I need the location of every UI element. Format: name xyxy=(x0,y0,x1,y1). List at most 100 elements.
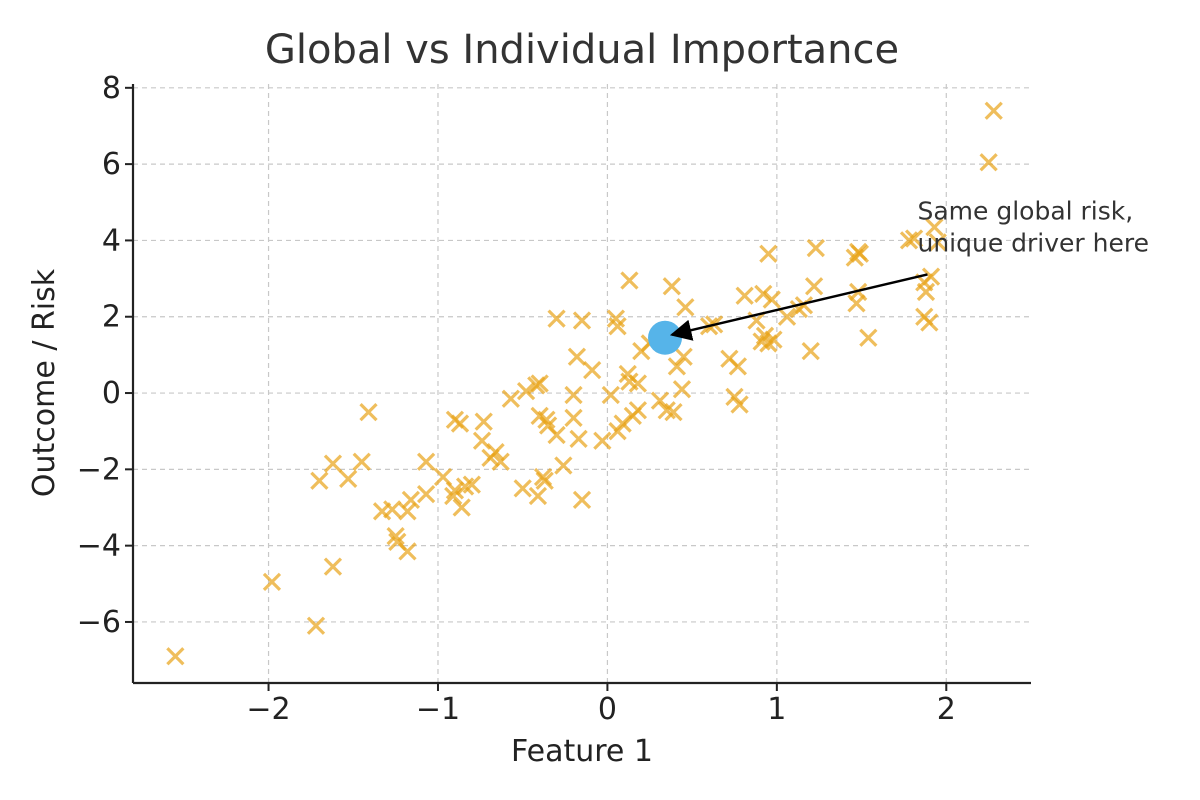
data-point xyxy=(445,481,465,500)
x-tick-label: 1 xyxy=(767,692,786,727)
data-point xyxy=(920,313,939,332)
y-tick-label: −2 xyxy=(77,452,121,487)
data-point xyxy=(801,341,820,361)
data-point xyxy=(754,284,773,303)
data-point xyxy=(398,542,417,561)
data-point xyxy=(486,443,505,462)
data-point xyxy=(804,277,824,296)
data-point xyxy=(572,311,592,330)
data-point xyxy=(416,485,436,504)
axes: −2 −1 0 1 2 −6 −4 −2 0 2 4 6 8 xyxy=(77,71,1031,727)
data-point xyxy=(730,395,749,414)
grid xyxy=(133,84,1031,683)
data-point xyxy=(444,486,463,506)
data-point xyxy=(528,486,548,506)
data-point xyxy=(794,296,814,315)
data-point xyxy=(664,402,683,422)
data-point xyxy=(613,414,632,433)
annotation-arrow xyxy=(669,273,928,341)
y-tick-label: 6 xyxy=(102,147,121,182)
data-point xyxy=(401,490,421,509)
data-points xyxy=(166,101,1003,666)
data-point xyxy=(979,153,998,172)
data-point xyxy=(323,557,343,576)
data-point xyxy=(676,298,695,317)
data-point xyxy=(547,309,566,328)
data-point xyxy=(728,357,748,376)
data-point xyxy=(847,294,866,313)
highlight-point xyxy=(648,320,683,355)
data-point xyxy=(474,412,493,431)
data-point xyxy=(339,469,358,489)
data-point xyxy=(386,526,405,546)
data-point xyxy=(262,572,282,592)
data-point xyxy=(535,471,554,490)
data-point xyxy=(516,381,536,401)
data-point xyxy=(806,238,825,258)
data-point xyxy=(904,229,924,248)
x-tick-label: 0 xyxy=(598,692,617,727)
data-point xyxy=(620,271,639,290)
data-point xyxy=(928,233,947,252)
x-tick-label: 2 xyxy=(937,692,956,727)
data-point xyxy=(547,425,566,445)
annotation: Same global risk, unique driver here xyxy=(669,196,1149,341)
data-point xyxy=(416,452,436,471)
data-point xyxy=(628,401,648,420)
annotation-text-line: Same global risk, xyxy=(917,196,1133,225)
data-point xyxy=(674,347,693,366)
highlight-layer xyxy=(648,320,683,355)
data-point xyxy=(567,347,587,366)
data-point xyxy=(166,647,185,666)
data-point xyxy=(306,616,326,635)
data-point xyxy=(662,277,681,296)
data-point xyxy=(762,290,781,309)
data-point xyxy=(383,500,402,519)
y-tick-label: −6 xyxy=(77,605,121,640)
data-point xyxy=(564,385,583,405)
data-point xyxy=(583,361,602,380)
data-point xyxy=(554,456,573,475)
data-point xyxy=(530,374,549,393)
annotation-text-line: unique driver here xyxy=(917,228,1149,257)
data-point xyxy=(359,402,378,422)
data-point xyxy=(452,498,471,517)
x-tick-label: −1 xyxy=(416,692,460,727)
data-point xyxy=(513,479,532,498)
y-tick-label: 2 xyxy=(102,300,121,335)
data-point xyxy=(859,328,878,347)
data-point xyxy=(601,385,620,405)
data-point xyxy=(764,330,783,349)
data-point xyxy=(628,374,648,393)
data-point xyxy=(323,454,343,473)
data-point xyxy=(462,475,481,494)
data-point xyxy=(850,244,870,263)
data-point xyxy=(735,286,754,305)
y-axis-label: Outcome / Risk xyxy=(27,268,62,497)
y-tick-label: 8 xyxy=(102,71,121,106)
data-point xyxy=(564,408,583,427)
data-point xyxy=(984,101,1003,120)
x-axis-label: Feature 1 xyxy=(511,734,653,769)
data-point xyxy=(398,502,417,521)
chart-title: Global vs Individual Importance xyxy=(265,27,899,73)
data-point xyxy=(593,431,612,450)
data-point xyxy=(608,317,627,336)
data-point xyxy=(537,410,556,429)
y-tick-label: 0 xyxy=(102,376,121,411)
data-point xyxy=(921,267,941,286)
data-point xyxy=(759,244,778,263)
data-point xyxy=(667,357,687,376)
data-point xyxy=(310,471,329,490)
data-point xyxy=(569,429,588,448)
data-point xyxy=(501,389,520,408)
data-point xyxy=(925,217,944,237)
x-tick-label: −2 xyxy=(246,692,290,727)
y-tick-label: 4 xyxy=(102,223,121,258)
data-point xyxy=(777,307,797,326)
data-point xyxy=(672,380,692,399)
data-point xyxy=(899,231,919,250)
data-point xyxy=(572,490,592,509)
data-point xyxy=(352,452,371,471)
